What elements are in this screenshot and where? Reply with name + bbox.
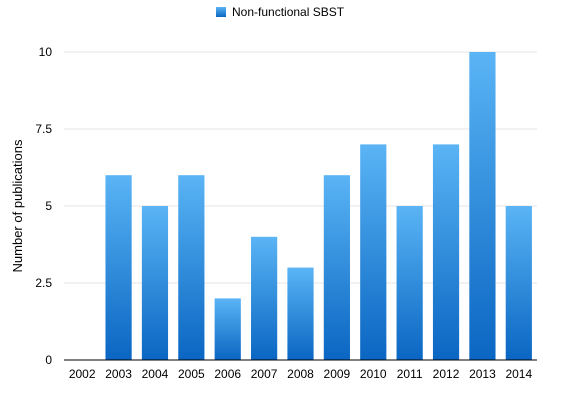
y-axis-title: Number of publications: [10, 139, 25, 272]
legend: Non-functional SBST: [216, 5, 345, 19]
bar-2008: [287, 267, 314, 360]
x-tick-label: 2004: [142, 367, 169, 381]
y-tick-labels: 0 2.5 5 7.5 10: [35, 45, 52, 367]
x-tick-label: 2008: [287, 367, 314, 381]
bar-2007: [251, 236, 278, 360]
y-tick-label: 7.5: [35, 122, 52, 136]
legend-label: Non-functional SBST: [232, 5, 345, 19]
x-tick-label: 2011: [397, 367, 423, 381]
bars: [105, 52, 532, 360]
x-tick-label: 2006: [214, 367, 241, 381]
x-tick-label: 2009: [324, 367, 351, 381]
y-tick-label: 0: [45, 353, 52, 367]
bar-2013: [469, 52, 496, 360]
x-tick-label: 2005: [178, 367, 205, 381]
gridlines: [64, 51, 537, 284]
y-tick-label: 5: [45, 199, 52, 213]
bar-2006: [214, 298, 241, 360]
x-tick-label: 2002: [69, 367, 96, 381]
bar-2014: [505, 206, 532, 360]
x-tick-label: 2013: [469, 367, 496, 381]
x-tick-label: 2003: [105, 367, 132, 381]
bar-2005: [178, 175, 205, 360]
x-tick-labels: 2002 2003 2004 2005 2006 2007 2008 2009 2010 2011…: [69, 367, 533, 381]
x-tick-label: 2010: [360, 367, 387, 381]
legend-swatch: [216, 7, 226, 17]
x-tick-label: 2012: [433, 367, 460, 381]
bar-2012: [432, 144, 460, 360]
bar-2009: [323, 175, 350, 360]
y-tick-label: 2.5: [35, 276, 52, 290]
bar-2003: [105, 175, 132, 360]
bar-2010: [360, 144, 387, 360]
bar-2004: [141, 206, 169, 360]
x-tick-label: 2014: [505, 367, 532, 381]
bar-2011: [396, 206, 423, 360]
y-tick-label: 10: [39, 45, 53, 59]
x-tick-label: 2007: [251, 367, 278, 381]
